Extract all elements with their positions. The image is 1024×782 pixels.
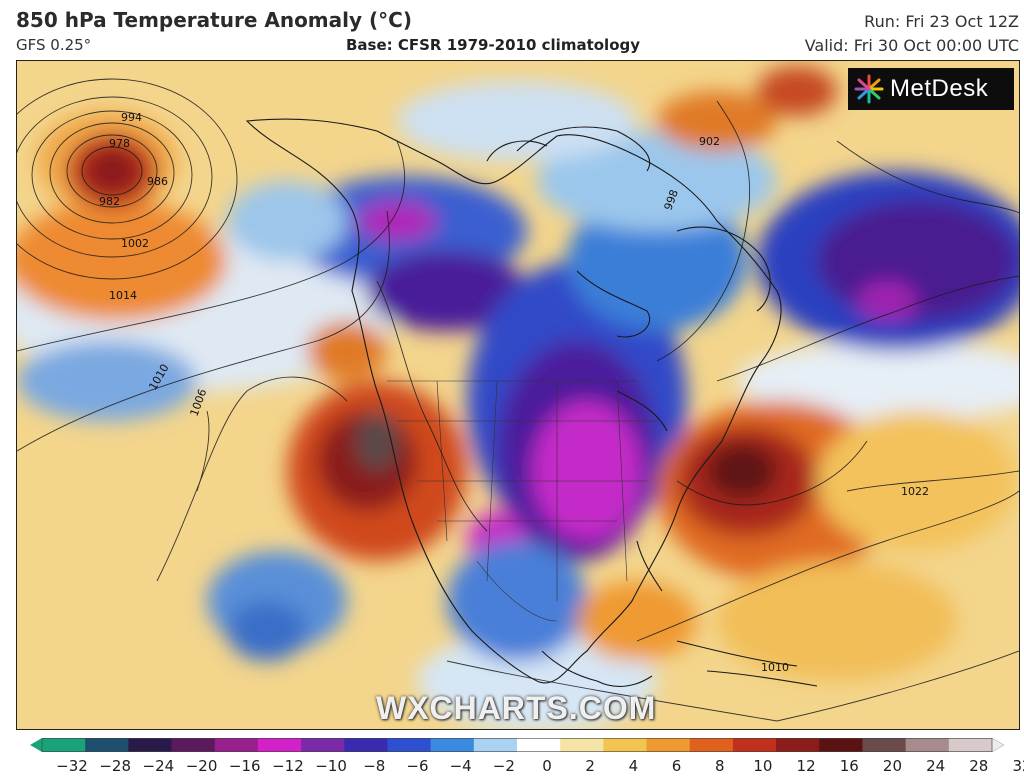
colorbar-tick-label: −6 — [406, 757, 429, 775]
run-time: Run: Fri 23 Oct 12Z — [864, 12, 1019, 31]
colorbar-segment — [905, 738, 950, 752]
colorbar-tick-label: −24 — [142, 757, 175, 775]
colorbar-tick-label: −20 — [185, 757, 218, 775]
colorbar-tick-label: 4 — [628, 757, 639, 775]
colorbar-segment — [603, 738, 648, 752]
colorbar-tick-label: 0 — [542, 757, 552, 775]
colorbar-arrow-left — [30, 738, 42, 752]
isobar-label: 994 — [121, 111, 142, 124]
colorbar-segment — [473, 738, 518, 752]
colorbar-tick-label: −8 — [363, 757, 386, 775]
colorbar-tick-label: −28 — [99, 757, 131, 775]
colorbar-segment — [776, 738, 820, 752]
logo-icon — [854, 74, 884, 104]
colorbar-segment — [560, 738, 604, 752]
colorbar-arrow-right — [991, 737, 1005, 753]
isobar-label: 902 — [699, 135, 720, 148]
model-name: GFS 0.25° — [16, 36, 92, 54]
colorbar-segment — [430, 738, 475, 752]
colorbar-segment — [689, 738, 734, 752]
colorbar-tick-label: 20 — [882, 757, 902, 775]
colorbar-tick-label: 32 — [1012, 757, 1024, 775]
watermark: WXCHARTS.COM — [376, 690, 657, 726]
colorbar-tick-label: 6 — [671, 757, 682, 775]
colorbar-segment — [171, 738, 216, 752]
colorbar-svg — [30, 737, 1005, 753]
colorbar-tick-label: −10 — [315, 757, 347, 775]
colorbar-tick-label: −16 — [228, 757, 261, 775]
colorbar-ticks: −32 −28 −24 −20 −16 −12 −10 −8 −6 −4 −2 0 2 4 6 8 10 12 16… — [0, 757, 1024, 777]
anomaly-map: 994 978 982 986 1002 1014 1010 1006 1022… — [16, 60, 1020, 730]
base-climatology: Base: CFSR 1979-2010 climatology — [346, 36, 641, 54]
colorbar-tick-label: 12 — [796, 757, 816, 775]
isobar-label: 1002 — [121, 237, 149, 250]
colorbar-segment — [344, 738, 389, 752]
colorbar — [30, 737, 1005, 753]
colorbar-segment — [646, 738, 691, 752]
colorbar-tick-label: 24 — [926, 757, 946, 775]
isobar-label: 1022 — [901, 485, 929, 498]
logo-text: MetDesk — [890, 75, 989, 102]
colorbar-segment — [128, 738, 173, 752]
colorbar-tick-label: 28 — [969, 757, 989, 775]
isobar-label: 1014 — [109, 289, 137, 302]
colorbar-segment — [257, 738, 302, 752]
colorbar-segment — [948, 738, 993, 752]
colorbar-tick-label: 16 — [839, 757, 859, 775]
colorbar-tick-label: 10 — [753, 757, 773, 775]
colorbar-tick-label: 2 — [585, 757, 595, 775]
colorbar-tick-label: −4 — [449, 757, 472, 775]
colorbar-tick-label: 8 — [714, 757, 725, 775]
colorbar-segment — [85, 738, 129, 752]
colorbar-segment — [387, 738, 432, 752]
colorbar-segment — [732, 738, 777, 752]
valid-time: Valid: Fri 30 Oct 00:00 UTC — [804, 36, 1019, 55]
colorbar-tick-label: −2 — [492, 757, 515, 775]
coastlines — [245, 118, 818, 687]
borders — [387, 380, 657, 622]
colorbar-segment — [819, 738, 864, 752]
isobar-label: 1010 — [761, 661, 789, 674]
colorbar-tick-label: −32 — [56, 757, 88, 775]
colorbar-segment — [42, 738, 86, 752]
isobar-label: 986 — [147, 175, 168, 188]
metdesk-logo: MetDesk — [848, 68, 1014, 110]
isobar-label: 982 — [99, 195, 120, 208]
colorbar-outline — [41, 738, 993, 752]
anomaly-field — [17, 66, 1019, 729]
colorbar-segment — [214, 738, 259, 752]
colorbar-segment — [862, 738, 907, 752]
chart-title: 850 hPa Temperature Anomaly (°C) — [16, 8, 412, 32]
map-svg: 994 978 982 986 1002 1014 1010 1006 1022… — [17, 61, 1019, 729]
colorbar-segment — [301, 738, 345, 752]
colorbar-segment — [517, 738, 561, 752]
isobars — [17, 78, 1019, 722]
isobar-label: 978 — [109, 137, 130, 150]
colorbar-tick-label: −12 — [272, 757, 304, 775]
